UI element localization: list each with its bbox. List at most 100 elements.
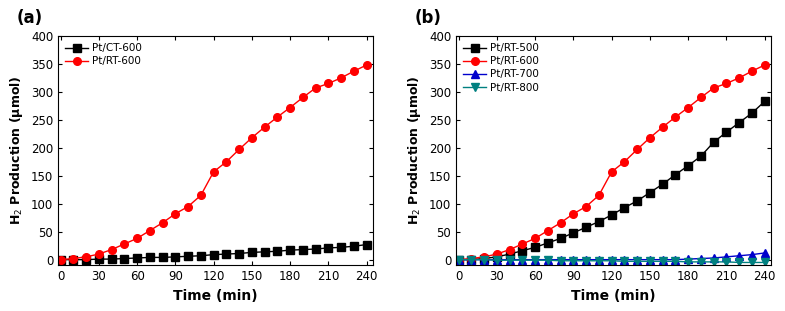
Pt/RT-700 <box>531 258 540 262</box>
Pt/RT-700 <box>696 257 706 260</box>
Pt/RT-500 <box>670 173 680 177</box>
Line: Pt/RT-700: Pt/RT-700 <box>455 249 769 263</box>
Pt/RT-800 <box>633 259 642 263</box>
Pt/RT-600 <box>133 237 142 240</box>
Pt/RT-500 <box>684 164 693 168</box>
Y-axis label: H$_2$ Production (μmol): H$_2$ Production (μmol) <box>407 76 423 225</box>
X-axis label: Time (min): Time (min) <box>173 289 257 303</box>
Line: Pt/RT-600: Pt/RT-600 <box>455 61 769 263</box>
Pt/RT-800 <box>466 258 476 262</box>
Pt/RT-600 <box>633 148 642 151</box>
Pt/RT-500 <box>556 237 565 240</box>
Pt/RT-500 <box>543 241 553 245</box>
Pt/RT-500 <box>607 213 616 217</box>
Pt/CT-600 <box>119 257 129 260</box>
Pt/CT-600 <box>260 250 269 254</box>
Pt/RT-600 <box>684 106 693 109</box>
Pt/CT-600 <box>323 246 333 250</box>
Pt/RT-600 <box>323 81 333 85</box>
Line: Pt/RT-500: Pt/RT-500 <box>455 98 769 263</box>
Pt/RT-700 <box>480 258 489 262</box>
Pt/RT-600 <box>235 148 244 151</box>
Pt/RT-700 <box>735 254 744 258</box>
Pt/RT-600 <box>607 170 616 174</box>
Pt/RT-500 <box>517 249 527 253</box>
Pt/RT-600 <box>517 242 527 246</box>
Pt/RT-800 <box>684 260 693 264</box>
Pt/CT-600 <box>272 249 282 253</box>
Pt/RT-700 <box>466 258 476 262</box>
Pt/RT-700 <box>709 256 718 260</box>
Pt/RT-500 <box>735 121 744 124</box>
Pt/CT-600 <box>94 257 104 261</box>
Pt/CT-600 <box>349 244 359 248</box>
Pt/RT-600 <box>311 86 320 90</box>
Pt/RT-600 <box>670 115 680 119</box>
Pt/RT-800 <box>607 259 616 263</box>
Pt/RT-800 <box>454 258 463 262</box>
Pt/CT-600 <box>184 254 193 258</box>
Text: (a): (a) <box>17 9 43 27</box>
Pt/RT-500 <box>721 130 731 134</box>
Pt/RT-600 <box>760 63 769 67</box>
Pt/RT-700 <box>556 258 565 262</box>
Pt/CT-600 <box>337 245 346 249</box>
Pt/RT-600 <box>568 212 578 216</box>
Pt/CT-600 <box>311 247 320 251</box>
Pt/RT-700 <box>505 258 514 262</box>
Pt/RT-800 <box>492 258 502 262</box>
Pt/RT-600 <box>68 257 78 260</box>
Pt/CT-600 <box>247 251 257 254</box>
Pt/RT-600 <box>696 95 706 99</box>
Pt/RT-600 <box>158 221 167 225</box>
Line: Pt/RT-600: Pt/RT-600 <box>57 61 371 263</box>
Pt/RT-500 <box>709 140 718 144</box>
Pt/CT-600 <box>286 248 295 252</box>
Pt/CT-600 <box>56 258 65 262</box>
Pt/RT-500 <box>454 258 463 262</box>
Pt/RT-800 <box>582 259 591 263</box>
Pt/RT-700 <box>747 253 757 257</box>
Pt/RT-500 <box>760 100 769 103</box>
Pt/CT-600 <box>209 253 218 257</box>
Pt/RT-600 <box>658 125 667 129</box>
Pt/RT-500 <box>531 245 540 249</box>
Pt/RT-800 <box>594 259 604 263</box>
Pt/RT-700 <box>645 258 655 262</box>
Pt/RT-700 <box>492 258 502 262</box>
Pt/RT-500 <box>492 255 502 259</box>
Legend: Pt/RT-500, Pt/RT-600, Pt/RT-700, Pt/RT-800: Pt/RT-500, Pt/RT-600, Pt/RT-700, Pt/RT-8… <box>462 41 542 95</box>
Pt/RT-800 <box>543 258 553 262</box>
Pt/RT-600 <box>556 221 565 225</box>
Pt/RT-800 <box>658 259 667 263</box>
Pt/RT-500 <box>466 258 476 262</box>
Pt/RT-800 <box>568 259 578 263</box>
Pt/RT-800 <box>480 258 489 262</box>
Pt/RT-600 <box>505 248 514 252</box>
Pt/RT-700 <box>670 258 680 262</box>
Pt/CT-600 <box>145 256 155 259</box>
Pt/RT-600 <box>119 242 129 246</box>
Pt/RT-600 <box>82 255 91 259</box>
Pt/CT-600 <box>196 254 206 258</box>
Pt/RT-800 <box>709 260 718 264</box>
Pt/RT-800 <box>721 260 731 264</box>
Pt/RT-700 <box>619 258 629 262</box>
Pt/RT-600 <box>709 86 718 90</box>
Pt/RT-700 <box>633 258 642 262</box>
Pt/RT-600 <box>298 95 308 99</box>
Pt/RT-500 <box>633 199 642 203</box>
Pt/CT-600 <box>82 258 91 262</box>
Pt/RT-600 <box>480 255 489 259</box>
Pt/RT-500 <box>582 225 591 229</box>
Pt/RT-600 <box>362 63 371 67</box>
Legend: Pt/CT-600, Pt/RT-600: Pt/CT-600, Pt/RT-600 <box>64 41 144 68</box>
Pt/RT-500 <box>747 111 757 115</box>
Pt/RT-700 <box>543 258 553 262</box>
Pt/RT-600 <box>594 193 604 197</box>
Pt/RT-600 <box>260 125 269 129</box>
Pt/RT-500 <box>658 182 667 186</box>
Pt/RT-600 <box>209 170 218 174</box>
Pt/RT-600 <box>221 160 231 164</box>
Pt/RT-700 <box>594 258 604 262</box>
